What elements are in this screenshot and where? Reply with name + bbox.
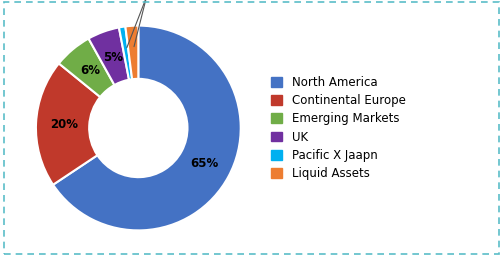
Wedge shape <box>125 26 138 79</box>
Text: 5%: 5% <box>103 51 123 64</box>
Wedge shape <box>36 63 100 185</box>
Wedge shape <box>59 38 114 97</box>
Text: 20%: 20% <box>50 118 77 131</box>
Text: 65%: 65% <box>190 157 218 170</box>
Wedge shape <box>53 26 241 230</box>
Wedge shape <box>119 26 132 80</box>
Text: 6%: 6% <box>80 64 100 77</box>
Legend: North America, Continental Europe, Emerging Markets, UK, Pacific X Jaapn, Liquid: North America, Continental Europe, Emerg… <box>272 76 405 180</box>
Wedge shape <box>89 27 129 85</box>
